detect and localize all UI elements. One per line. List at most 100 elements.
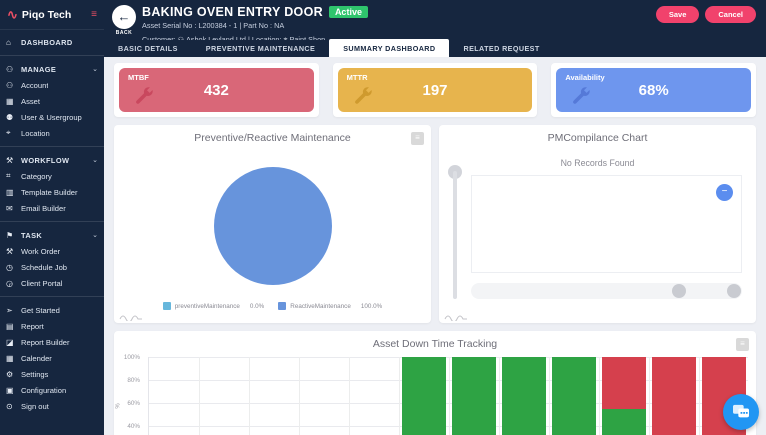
sidebar-item-workflow[interactable]: ⚒ WORKFLOW ⌄ — [0, 152, 104, 168]
page-title: BAKING OVEN ENTRY DOOR — [142, 5, 323, 19]
kpi-label: MTBF — [128, 73, 149, 82]
amcharts-logo — [119, 315, 142, 321]
gridline — [149, 426, 748, 427]
sidebar-item-label: Template Builder — [21, 187, 78, 197]
gridline — [399, 357, 400, 435]
hamburger-menu-icon[interactable]: ≡ — [91, 9, 97, 20]
sidebar-item-label: Asset — [21, 96, 40, 106]
scrollbar-handle-left[interactable] — [672, 284, 686, 298]
legend-swatch — [162, 302, 171, 310]
pie-circle[interactable] — [213, 167, 332, 285]
email-icon: ✉ — [6, 203, 13, 213]
sidebar-divider — [0, 296, 104, 297]
cancel-button[interactable]: Cancel — [705, 6, 756, 23]
downtime-plot — [148, 357, 748, 435]
bar-segment-uptime — [602, 408, 646, 435]
sidebar-item-account[interactable]: ⚇ Account — [0, 77, 104, 93]
legend-item-preventive[interactable]: preventiveMaintenance 0.0% — [162, 302, 264, 310]
chat-button[interactable] — [723, 394, 759, 430]
back-button[interactable]: ← BACK — [112, 5, 136, 36]
kpi-value: 432 — [203, 82, 229, 99]
chart-menu-icon[interactable]: ≡ — [736, 338, 749, 351]
sidebar-item-report[interactable]: ▤ Report — [0, 318, 104, 334]
sidebar-item-label: Client Portal — [21, 278, 63, 288]
chart-menu-icon[interactable]: ≡ — [411, 132, 424, 145]
sidebar-item-settings[interactable]: ⚙ Settings — [0, 366, 104, 382]
save-button[interactable]: Save — [655, 6, 700, 23]
sidebar-item-label: Get Started — [21, 305, 60, 315]
sidebar-item-label: Configuration — [21, 385, 67, 395]
downtime-bar[interactable] — [552, 357, 596, 435]
horizontal-scrollbar[interactable] — [471, 283, 742, 299]
gridline — [499, 357, 500, 435]
tab-bar: BASIC DETAILS PREVENTIVE MAINTENANCE SUM… — [104, 39, 766, 57]
sidebar-item-dashboard[interactable]: ⌂ DASHBOARD — [0, 34, 104, 50]
pm-compliance-card: PMCompilance Chart No Records Found − — [439, 125, 756, 323]
legend-label: ReactiveMaintenance — [290, 302, 351, 310]
sidebar-item-calender[interactable]: ▦ Calender — [0, 350, 104, 366]
sidebar-item-report-builder[interactable]: ◪ Report Builder — [0, 334, 104, 350]
task-flag-icon: ⚑ — [6, 230, 14, 240]
legend-swatch — [278, 302, 287, 310]
tab-summary-dashboard[interactable]: SUMMARY DASHBOARD — [329, 39, 450, 57]
gridline — [199, 357, 200, 435]
account-icon: ⚇ — [6, 80, 14, 90]
downtime-bar[interactable] — [652, 357, 696, 435]
sidebar-item-label: WORKFLOW — [21, 155, 70, 165]
configuration-icon: ▣ — [6, 385, 14, 395]
sidebar: ∿ Piqo Tech ≡ ⌂ DASHBOARD ⚇ MANAGE ⌄ ⚇ A… — [0, 0, 104, 435]
sidebar-item-template-builder[interactable]: ▥ Template Builder — [0, 184, 104, 200]
legend-item-reactive[interactable]: ReactiveMaintenance 100.0% — [278, 302, 382, 310]
scrollbar-handle-right[interactable] — [727, 284, 741, 298]
sidebar-item-configuration[interactable]: ▣ Configuration — [0, 382, 104, 398]
sidebar-item-client-portal[interactable]: ◶ Client Portal — [0, 275, 104, 291]
sidebar-item-label: Calender — [21, 353, 52, 363]
bar-segment-uptime — [552, 357, 596, 435]
kpi-label: MTTR — [346, 73, 368, 82]
location-pin-icon: ⌖ — [6, 128, 11, 137]
asset-icon: ▦ — [6, 96, 14, 106]
vertical-slider-track[interactable] — [453, 171, 457, 299]
tab-related-request[interactable]: RELATED REQUEST — [463, 44, 540, 53]
zoom-out-button[interactable]: − — [716, 184, 733, 201]
pie-chart-title: Preventive/Reactive Maintenance — [194, 132, 351, 144]
sidebar-item-manage[interactable]: ⚇ MANAGE ⌄ — [0, 61, 104, 77]
tab-preventive-maintenance[interactable]: PREVENTIVE MAINTENANCE — [205, 44, 316, 53]
sidebar-divider — [0, 55, 104, 56]
users-icon: ⚉ — [6, 112, 14, 122]
gridline — [549, 357, 550, 435]
sidebar-item-task[interactable]: ⚑ TASK ⌄ — [0, 227, 104, 243]
sidebar-item-label: Work Order — [21, 246, 61, 256]
chevron-down-icon: ⌄ — [92, 232, 98, 239]
report-icon: ▤ — [6, 321, 14, 331]
sidebar-item-email-builder[interactable]: ✉ Email Builder — [0, 200, 104, 216]
sidebar-item-location[interactable]: ⌖ Location — [0, 125, 104, 141]
downtime-bar[interactable] — [452, 357, 496, 435]
legend-label: preventiveMaintenance — [174, 302, 240, 310]
status-badge: Active — [328, 6, 368, 18]
wrench-icon: ⚒ — [6, 246, 14, 256]
downtime-chart-title: Asset Down Time Tracking — [372, 338, 498, 350]
tab-basic-details[interactable]: BASIC DETAILS — [118, 44, 178, 53]
sidebar-item-label: Report — [21, 321, 44, 331]
downtime-bar[interactable] — [502, 357, 546, 435]
gridline — [149, 403, 748, 404]
downtime-bar[interactable] — [402, 357, 446, 435]
downtime-bar[interactable] — [602, 357, 646, 435]
sidebar-item-label: Category — [21, 171, 52, 181]
sidebar-item-label: Report Builder — [21, 337, 70, 347]
sidebar-item-category[interactable]: ⌗ Category — [0, 168, 104, 184]
sidebar-item-label: User & Usergroup — [21, 112, 82, 122]
sidebar-item-schedule-job[interactable]: ◷ Schedule Job — [0, 259, 104, 275]
sidebar-item-label: Location — [21, 128, 50, 138]
chat-bubbles-icon — [733, 404, 749, 418]
sidebar-item-get-started[interactable]: ➣ Get Started — [0, 302, 104, 318]
sidebar-item-work-order[interactable]: ⚒ Work Order — [0, 243, 104, 259]
kpi-row: MTBF 432 MTTR 197 Availability 68% — [114, 63, 757, 117]
sidebar-item-sign-out[interactable]: ⊙ Sign out — [0, 398, 104, 414]
bar-segment-downtime — [602, 357, 646, 409]
sidebar-item-user-usergroup[interactable]: ⚉ User & Usergroup — [0, 109, 104, 125]
sidebar-item-asset[interactable]: ▦ Asset — [0, 93, 104, 109]
location-prefix: | Location: — [248, 35, 282, 44]
